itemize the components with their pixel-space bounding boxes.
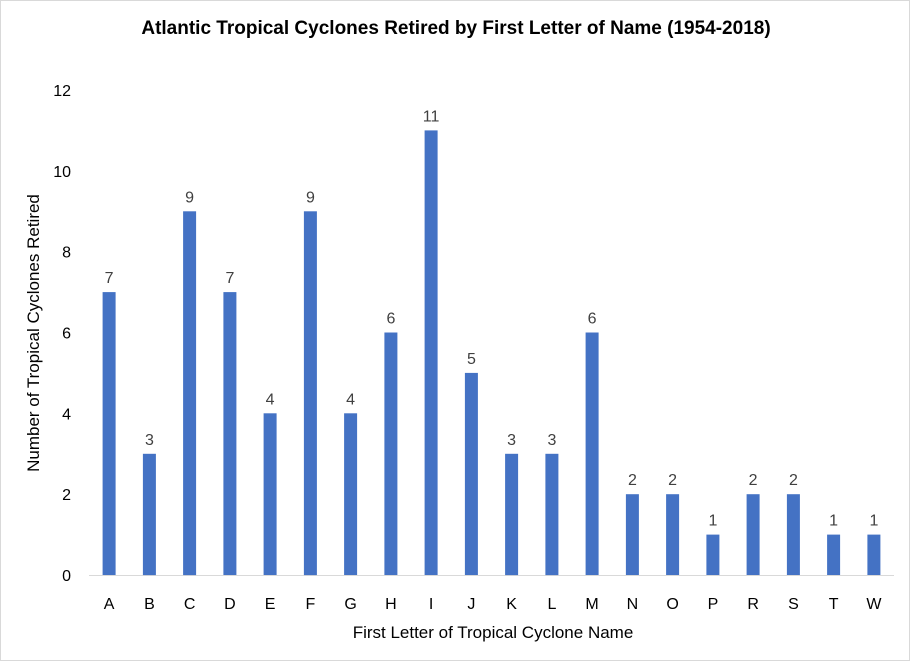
bar-n (625, 494, 639, 575)
y-tick-label: 0 (62, 568, 71, 585)
bar-b (142, 453, 156, 576)
bar-k (505, 453, 519, 576)
data-label-i: 11 (423, 108, 440, 125)
bar-a (102, 292, 116, 575)
bar-o (666, 494, 680, 575)
data-label-e: 4 (266, 391, 275, 408)
bar-s (786, 494, 800, 575)
bars (102, 130, 881, 576)
x-tick-label-s: S (788, 596, 799, 613)
x-tick-label-a: A (104, 596, 115, 613)
x-tick-label-e: E (265, 596, 276, 613)
y-tick-label: 6 (62, 326, 71, 343)
x-tick-label-l: L (547, 596, 556, 613)
y-axis-ticks: 0 2 4 6 8 10 12 (53, 83, 71, 585)
y-tick-label: 12 (53, 83, 71, 100)
bar-p (706, 534, 720, 575)
chart-title: Atlantic Tropical Cyclones Retired by Fi… (141, 18, 770, 39)
x-tick-label-k: K (506, 596, 517, 613)
x-tick-label-n: N (627, 596, 639, 613)
data-label-s: 2 (789, 472, 798, 489)
x-tick-label-b: B (144, 596, 155, 613)
data-label-w: 1 (869, 513, 878, 530)
data-label-c: 9 (185, 189, 194, 206)
y-tick-label: 2 (62, 487, 71, 504)
x-tick-label-c: C (184, 596, 196, 613)
data-label-o: 2 (668, 472, 677, 489)
x-tick-label-p: P (708, 596, 719, 613)
data-label-m: 6 (588, 311, 597, 328)
data-label-t: 1 (829, 513, 838, 530)
bar-j (464, 372, 478, 575)
x-tick-label-i: I (429, 596, 433, 613)
x-axis-title: First Letter of Tropical Cyclone Name (353, 623, 634, 642)
bar-w (867, 534, 881, 575)
x-tick-label-o: O (666, 596, 678, 613)
data-label-g: 4 (346, 391, 355, 408)
data-label-r: 2 (749, 472, 758, 489)
data-label-l: 3 (547, 432, 556, 449)
bar-h (384, 332, 398, 575)
bar-d (223, 292, 237, 575)
x-tick-label-f: F (306, 596, 316, 613)
x-tick-label-r: R (747, 596, 759, 613)
bar-e (263, 413, 277, 575)
x-tick-label-d: D (224, 596, 236, 613)
x-tick-label-m: M (585, 596, 598, 613)
data-label-d: 7 (225, 270, 234, 287)
y-tick-label: 10 (53, 164, 71, 181)
data-label-k: 3 (507, 432, 516, 449)
x-tick-label-h: H (385, 596, 397, 613)
bar-l (545, 453, 559, 576)
x-tick-label-w: W (866, 596, 882, 613)
bar-i (424, 130, 438, 575)
data-label-a: 7 (105, 270, 114, 287)
y-tick-label: 4 (62, 406, 71, 423)
x-tick-label-t: T (829, 596, 839, 613)
data-label-n: 2 (628, 472, 637, 489)
y-axis-title: Number of Tropical Cyclones Retired (24, 194, 43, 472)
data-label-j: 5 (467, 351, 476, 368)
bar-t (827, 534, 841, 575)
bar-m (585, 332, 599, 575)
data-label-p: 1 (708, 513, 717, 530)
y-tick-label: 8 (62, 245, 71, 262)
data-label-f: 9 (306, 189, 315, 206)
bar-f (303, 211, 317, 576)
data-label-h: 6 (386, 311, 395, 328)
x-tick-label-g: G (344, 596, 356, 613)
bar-r (746, 494, 760, 575)
bar-c (183, 211, 197, 576)
bar-g (344, 413, 358, 575)
x-tick-label-j: J (467, 596, 475, 613)
data-label-b: 3 (145, 432, 154, 449)
